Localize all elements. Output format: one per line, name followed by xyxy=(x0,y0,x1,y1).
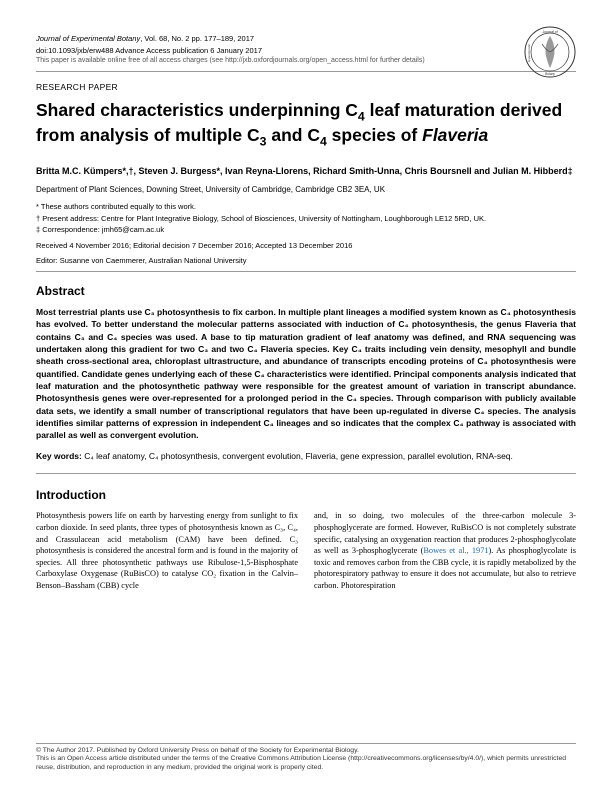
abstract-heading: Abstract xyxy=(36,284,576,298)
intro-col-left: Photosynthesis powers life on earth by h… xyxy=(36,510,298,591)
abstract-rule xyxy=(36,473,576,474)
intro-columns: Photosynthesis powers life on earth by h… xyxy=(36,510,576,591)
access-line: This paper is available online free of a… xyxy=(36,56,576,65)
abstract-body: Most terrestrial plants use C₃ photosynt… xyxy=(36,306,576,441)
svg-text:Experimental: Experimental xyxy=(527,44,531,62)
footer: © The Author 2017. Published by Oxford U… xyxy=(36,743,576,773)
keywords-label: Key words: xyxy=(36,451,82,461)
license-line: This is an Open Access article distribut… xyxy=(36,755,576,773)
intro-col-right: and, in so doing, two molecules of the t… xyxy=(314,510,576,591)
footer-rule xyxy=(36,743,576,744)
paper-type: RESEARCH PAPER xyxy=(36,82,576,92)
article-title: Shared characteristics underpinning C4 l… xyxy=(36,100,576,150)
header-rule xyxy=(36,71,576,72)
keywords-text: C₄ leaf anatomy, C₄ photosynthesis, conv… xyxy=(82,451,513,461)
note-present-address: † Present address: Centre for Plant Inte… xyxy=(36,213,576,224)
svg-text:Journal of: Journal of xyxy=(541,30,558,34)
authors: Britta M.C. Kümpers*,†, Steven J. Burges… xyxy=(36,165,576,178)
copyright-line: © The Author 2017. Published by Oxford U… xyxy=(36,747,576,756)
editor: Editor: Susanne von Caemmerer, Australia… xyxy=(36,256,576,265)
keywords: Key words: C₄ leaf anatomy, C₄ photosynt… xyxy=(36,451,576,463)
header-block: Journal of Experimental Botany, Vol. 68,… xyxy=(36,28,576,65)
doi-line: doi:10.1093/jxb/erw488 Advance Access pu… xyxy=(36,46,576,56)
journal-logo: Journal of Botany Experimental xyxy=(524,26,576,78)
introduction-heading: Introduction xyxy=(36,488,576,502)
citation: , Vol. 68, No. 2 pp. 177–189, 2017 xyxy=(140,34,254,43)
editor-rule xyxy=(36,271,576,272)
journal-name: Journal of Experimental Botany xyxy=(36,34,140,43)
dates: Received 4 November 2016; Editorial deci… xyxy=(36,241,576,250)
svg-text:Botany: Botany xyxy=(545,72,555,76)
author-notes: * These authors contributed equally to t… xyxy=(36,201,576,235)
affiliation: Department of Plant Sciences, Downing St… xyxy=(36,184,576,195)
note-correspondence: ‡ Correspondence: jmh65@cam.ac.uk xyxy=(36,224,576,235)
note-equal: * These authors contributed equally to t… xyxy=(36,201,576,212)
citation-link[interactable]: Bowes et al., 1971 xyxy=(423,546,488,555)
